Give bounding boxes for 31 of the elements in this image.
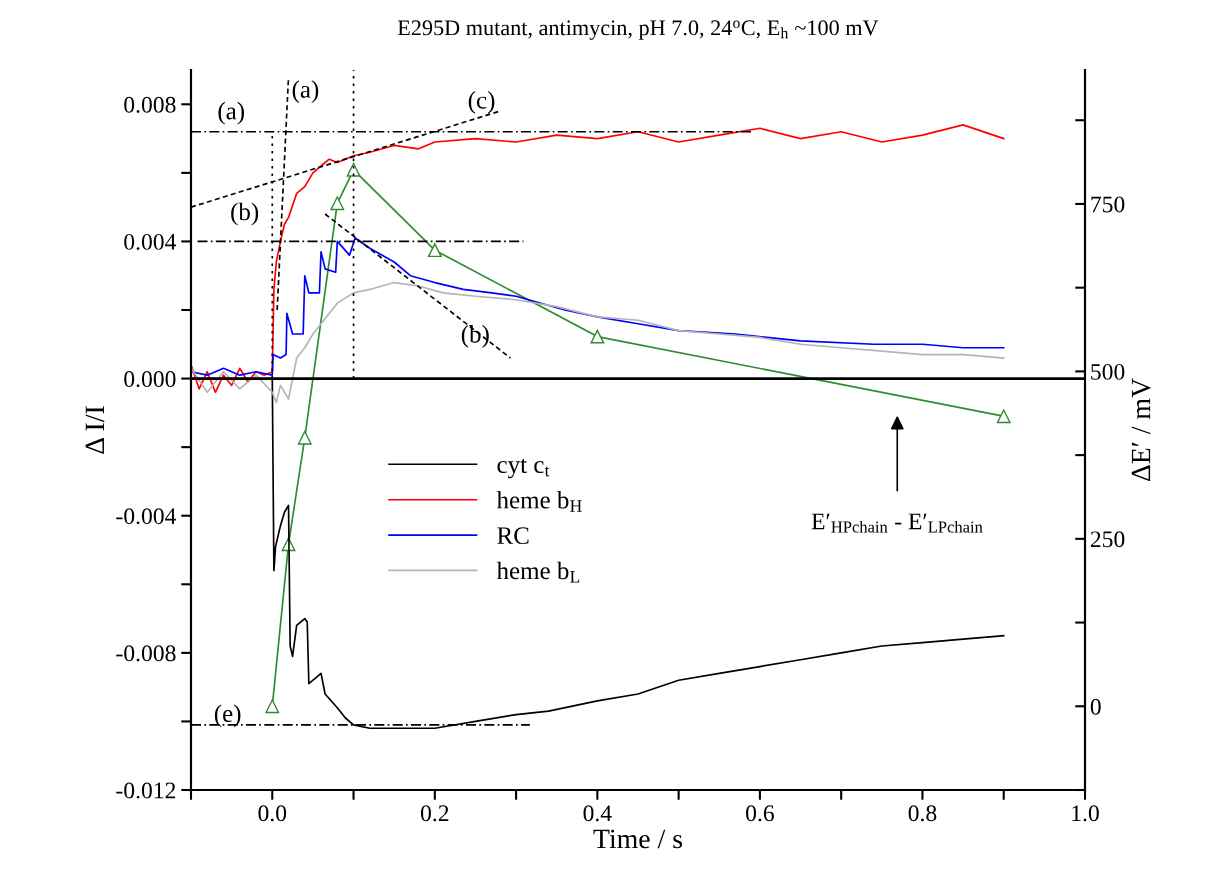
x-tick-label: 0.2 xyxy=(420,805,449,822)
legend-label: heme b$_{H}$ xyxy=(496,491,582,512)
legend-label: cyt c$_{t}$ xyxy=(497,458,550,479)
annotation: (e) xyxy=(214,704,241,728)
y-tick-label: -0.004 xyxy=(116,508,177,525)
legend-label: RC xyxy=(497,527,529,545)
y2-axis-title: ΔE′ / mV xyxy=(1131,378,1151,482)
y2-tick-label: 500 xyxy=(1091,363,1125,380)
annotation: (b) xyxy=(461,325,489,348)
x-tick-label: 1.0 xyxy=(1072,805,1099,822)
x-tick-label: 0.0 xyxy=(258,805,287,822)
y-tick-label: 0.000 xyxy=(124,371,176,388)
x-axis-title: Time / s xyxy=(593,829,683,849)
y-axis-title: Δ I/I xyxy=(85,406,105,454)
y2-tick-label: 250 xyxy=(1090,531,1125,548)
y-tick-label: -0.012 xyxy=(116,782,176,799)
annotation: (c) xyxy=(468,91,495,114)
y-tick-label: 0.004 xyxy=(124,233,177,250)
y-tick-label: -0.008 xyxy=(116,645,176,662)
x-tick-label: 0.8 xyxy=(908,805,937,822)
annotation: E′$_{HPchain}$ - E′$_{LPchain}$ xyxy=(811,513,983,533)
annotation: (b) xyxy=(231,202,259,226)
annotation: (a) xyxy=(218,101,244,125)
chart-title: E295D mutant, antimycin, pH 7.0, 24$^{o}$C, E$_{h}$ ~100 mV xyxy=(397,20,879,40)
y2-tick-label: 0 xyxy=(1090,698,1101,715)
x-tick-label: 0.4 xyxy=(583,805,612,822)
annotation: (a) xyxy=(292,80,319,103)
y2-tick-label: 750 xyxy=(1091,196,1125,213)
legend-label: heme b$_{L}$ xyxy=(496,561,580,583)
x-tick-label: 0.6 xyxy=(746,805,774,822)
y-tick-label: 0.008 xyxy=(124,96,176,113)
